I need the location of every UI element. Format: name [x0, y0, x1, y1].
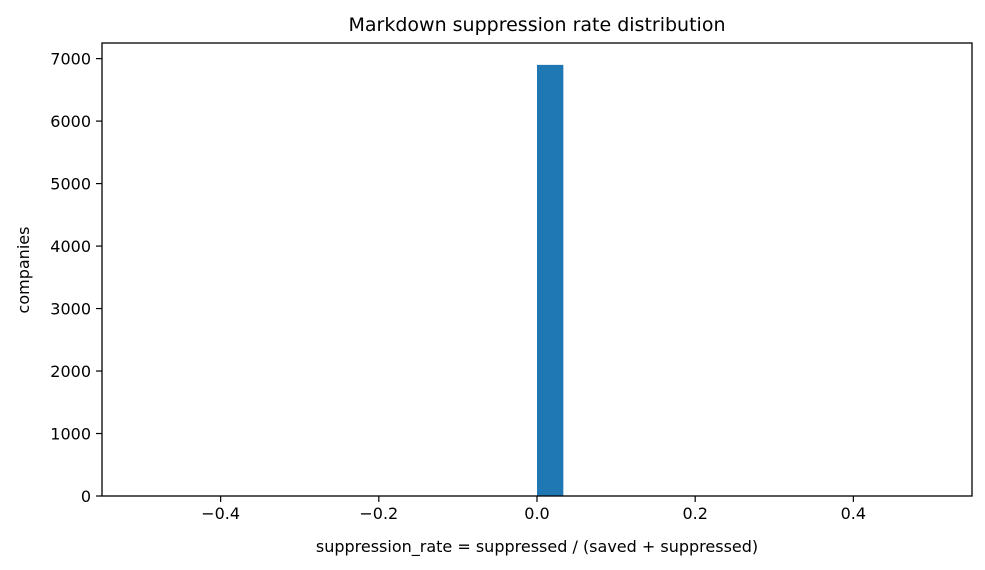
y-tick-label: 6000 — [50, 112, 91, 131]
x-tick-label: 0.0 — [524, 504, 549, 523]
x-axis-label: suppression_rate = suppressed / (saved +… — [316, 537, 758, 557]
y-tick-label: 3000 — [50, 300, 91, 319]
y-tick-label: 0 — [81, 487, 91, 506]
bars-group — [537, 64, 564, 497]
x-tick-label: −0.2 — [359, 504, 398, 523]
histogram-bar — [537, 64, 564, 497]
y-axis-label: companies — [14, 227, 33, 314]
y-tick-label: 5000 — [50, 175, 91, 194]
chart-title: Markdown suppression rate distribution — [349, 14, 726, 36]
y-tick-label: 4000 — [50, 237, 91, 256]
x-axis-ticks: −0.4 −0.2 0.0 0.2 0.4 — [201, 496, 866, 523]
y-tick-label: 2000 — [50, 362, 91, 381]
y-tick-label: 1000 — [50, 425, 91, 444]
x-tick-label: 0.2 — [682, 504, 707, 523]
x-tick-label: 0.4 — [841, 504, 866, 523]
x-tick-label: −0.4 — [201, 504, 240, 523]
y-tick-label: 7000 — [50, 50, 91, 69]
y-axis-ticks: 0 1000 2000 3000 4000 5000 6000 7000 — [50, 50, 102, 506]
